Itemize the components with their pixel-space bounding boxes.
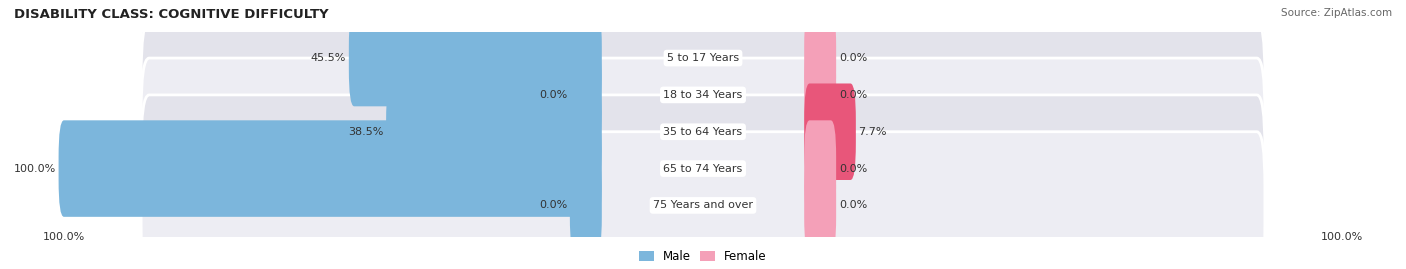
- FancyBboxPatch shape: [141, 95, 1265, 242]
- Text: 18 to 34 Years: 18 to 34 Years: [664, 90, 742, 100]
- Text: 5 to 17 Years: 5 to 17 Years: [666, 53, 740, 63]
- Text: Source: ZipAtlas.com: Source: ZipAtlas.com: [1281, 8, 1392, 18]
- Text: 38.5%: 38.5%: [349, 127, 384, 137]
- Text: 100.0%: 100.0%: [1322, 232, 1364, 242]
- FancyBboxPatch shape: [141, 21, 1265, 169]
- Text: 0.0%: 0.0%: [538, 200, 567, 210]
- Text: DISABILITY CLASS: COGNITIVE DIFFICULTY: DISABILITY CLASS: COGNITIVE DIFFICULTY: [14, 8, 329, 21]
- FancyBboxPatch shape: [804, 83, 856, 180]
- Text: 0.0%: 0.0%: [839, 200, 868, 210]
- FancyBboxPatch shape: [59, 120, 602, 217]
- FancyBboxPatch shape: [804, 157, 837, 254]
- Text: 35 to 64 Years: 35 to 64 Years: [664, 127, 742, 137]
- FancyBboxPatch shape: [141, 0, 1265, 132]
- Text: 45.5%: 45.5%: [311, 53, 346, 63]
- Text: 0.0%: 0.0%: [839, 53, 868, 63]
- Text: 0.0%: 0.0%: [839, 164, 868, 174]
- FancyBboxPatch shape: [387, 83, 602, 180]
- Text: 0.0%: 0.0%: [839, 90, 868, 100]
- FancyBboxPatch shape: [804, 10, 837, 106]
- Text: 100.0%: 100.0%: [42, 232, 84, 242]
- FancyBboxPatch shape: [141, 58, 1265, 206]
- FancyBboxPatch shape: [349, 10, 602, 106]
- FancyBboxPatch shape: [804, 120, 837, 217]
- FancyBboxPatch shape: [141, 132, 1265, 269]
- FancyBboxPatch shape: [804, 47, 837, 143]
- Text: 75 Years and over: 75 Years and over: [652, 200, 754, 210]
- Text: 0.0%: 0.0%: [538, 90, 567, 100]
- FancyBboxPatch shape: [569, 157, 602, 254]
- Legend: Male, Female: Male, Female: [634, 245, 772, 268]
- Text: 65 to 74 Years: 65 to 74 Years: [664, 164, 742, 174]
- Text: 100.0%: 100.0%: [14, 164, 56, 174]
- Text: 7.7%: 7.7%: [859, 127, 887, 137]
- FancyBboxPatch shape: [569, 47, 602, 143]
